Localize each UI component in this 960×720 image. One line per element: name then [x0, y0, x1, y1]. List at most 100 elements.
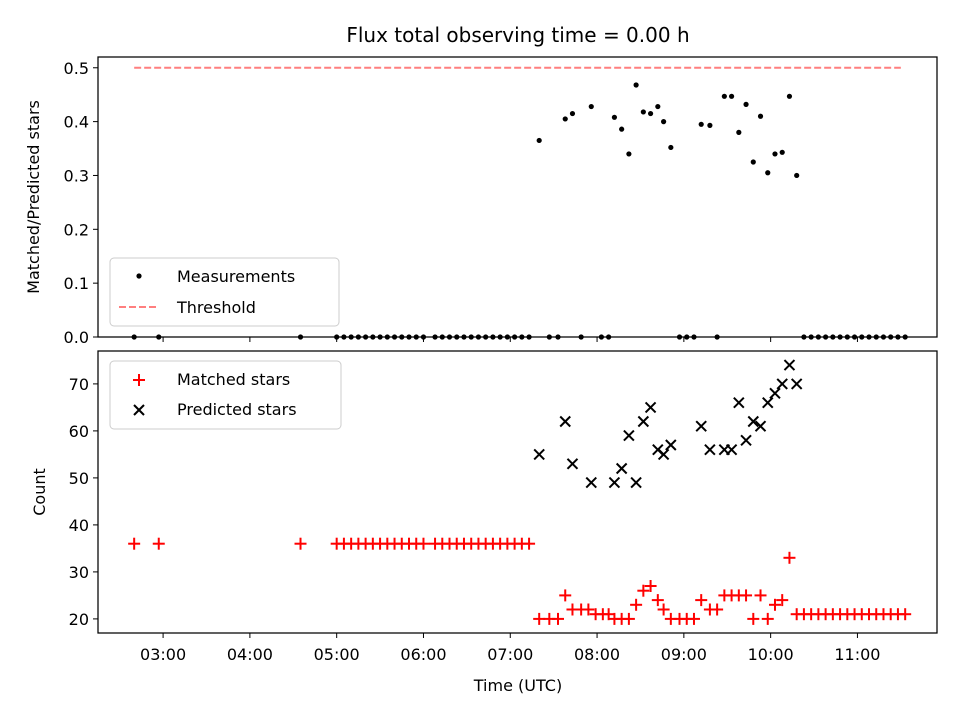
legend-measurements-marker	[136, 273, 142, 279]
top-legend: Measurements Threshold	[109, 257, 340, 327]
bottom-y-tick-label: 70	[69, 375, 89, 394]
x-tick-label: 05:00	[314, 645, 360, 664]
measurement-point	[655, 103, 661, 110]
bottom-legend-box	[109, 360, 342, 430]
matched-star-point	[695, 594, 708, 607]
measurement-point	[779, 149, 785, 155]
measurement-point	[611, 114, 618, 120]
measurement-point	[765, 170, 771, 176]
predicted-star-point	[754, 420, 767, 432]
predicted-star-point	[762, 396, 774, 409]
matched-star-point	[651, 594, 664, 607]
matched-star-point	[523, 537, 536, 550]
measurement-point	[721, 93, 727, 99]
x-tick-label: 03:00	[140, 645, 186, 664]
measurement-point	[588, 103, 594, 110]
predicted-star-point	[566, 458, 579, 470]
top-y-tick-label: 0.3	[64, 166, 89, 185]
top-legend-box	[109, 257, 340, 327]
x-tick-label: 10:00	[748, 645, 794, 664]
measurement-point	[626, 151, 632, 157]
matched-star-point	[783, 551, 796, 564]
matched-star-point	[582, 603, 595, 616]
predicted-star-point	[725, 443, 738, 456]
bottom-y-axis-label: Count	[30, 468, 49, 516]
predicted-star-point	[637, 415, 650, 428]
matched-star-point	[711, 603, 724, 616]
matched-star-point	[747, 612, 760, 625]
predicted-star-point	[533, 448, 545, 461]
measurement-point	[698, 121, 704, 127]
top-y-tick-label: 0.4	[64, 113, 89, 132]
predicted-star-point	[783, 359, 796, 371]
bottom-axes-frame	[97, 350, 938, 634]
top-y-axis-label: Matched/Predicted stars	[24, 100, 43, 294]
predicted-star-point	[776, 378, 788, 390]
bottom-legend: Matched stars Predicted stars	[109, 360, 342, 430]
x-tick-label: 09:00	[661, 645, 707, 664]
measurement-point	[640, 109, 646, 115]
matched-star-point	[630, 598, 643, 611]
predicted-star-point	[615, 462, 628, 475]
top-y-tick-label: 0.2	[64, 220, 89, 239]
chart-title: Flux total observing time = 0.00 h	[346, 23, 689, 47]
matched-star-point	[687, 612, 700, 625]
predicted-star-point	[747, 415, 759, 428]
legend-measurements-label: Measurements	[177, 267, 295, 286]
measurement-point	[743, 101, 749, 107]
x-tick-label: 06:00	[400, 645, 446, 664]
bottom-plot-area: 20 30 40 50 60 70 03:00 04:00 05:00 06:00 07:00 08:…	[69, 359, 912, 664]
measurement-point	[536, 137, 542, 144]
measurement-point	[569, 110, 576, 117]
top-y-tick-label: 0.0	[64, 328, 89, 347]
predicted-star-point	[695, 420, 707, 432]
matched-star-point	[754, 589, 767, 602]
matched-star-point	[294, 537, 307, 550]
bottom-y-tick-label: 50	[69, 469, 89, 488]
matched-star-point	[559, 589, 572, 602]
predicted-star-point	[665, 439, 677, 451]
matched-star-point	[552, 612, 565, 625]
predicted-star-point	[585, 476, 597, 489]
predicted-star-point	[644, 401, 657, 414]
matched-star-point	[761, 612, 774, 625]
predicted-star-point	[769, 387, 781, 400]
measurement-point	[728, 93, 735, 99]
bottom-y-tick-label: 40	[69, 516, 89, 535]
predicted-star-point	[623, 429, 635, 442]
matched-star-point	[637, 584, 650, 597]
predicted-star-point	[630, 476, 642, 489]
measurement-point	[562, 116, 568, 122]
matched-star-point	[740, 589, 753, 602]
x-axis-label: Time (UTC)	[473, 676, 562, 695]
measurement-point	[707, 122, 713, 128]
matched-star-point	[644, 580, 657, 592]
matched-star-point	[417, 537, 430, 550]
legend-threshold-label: Threshold	[176, 298, 256, 317]
measurement-point	[786, 93, 793, 99]
x-tick-label: 07:00	[487, 645, 533, 664]
matched-star-point	[776, 594, 789, 607]
x-tick-label: 11:00	[834, 645, 880, 664]
measurement-point	[647, 110, 654, 117]
bottom-y-tick-label: 30	[69, 563, 89, 582]
measurement-point	[772, 151, 778, 157]
predicted-star-point	[608, 476, 621, 489]
predicted-star-point	[704, 443, 716, 456]
legend-matched-label: Matched stars	[177, 370, 290, 389]
top-axes-frame	[97, 56, 938, 338]
x-tick-label: 04:00	[227, 645, 273, 664]
measurement-point	[619, 126, 625, 132]
legend-matched-marker	[133, 374, 145, 386]
predicted-star-point	[559, 415, 571, 428]
bottom-y-tick-label: 20	[69, 610, 89, 629]
measurement-point	[633, 82, 639, 88]
matched-star-point	[622, 612, 635, 625]
measurement-point	[668, 144, 674, 151]
matched-star-point	[152, 537, 165, 550]
matched-star-point	[899, 608, 912, 621]
top-y-tick-label: 0.1	[64, 274, 89, 293]
predicted-star-point	[740, 434, 752, 447]
